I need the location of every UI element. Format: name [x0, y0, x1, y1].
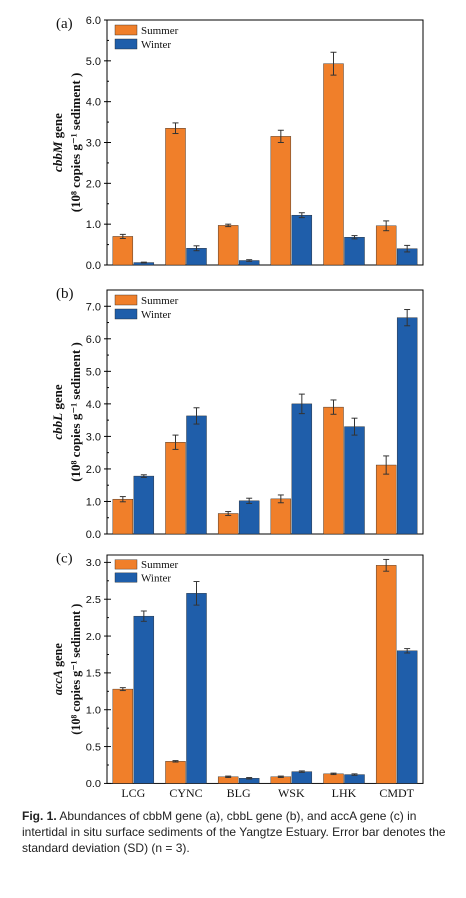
figure-svg: 0.01.02.03.04.05.06.0(a)cbbM gene (10⁸ co… [50, 15, 424, 800]
legend-label-summer: Summer [141, 25, 179, 37]
bar-winter-lcg [133, 475, 155, 535]
y-tick-label: 1.5 [86, 668, 101, 680]
y-tick-label: 0.0 [86, 778, 101, 790]
bar-summer-lcg [112, 688, 134, 784]
y-tick-label: 4.0 [86, 97, 101, 109]
chart-panel-3: 0.0 0.5 1.0 1.5 2.0 2.5 3.0 (c) accA gene (10⁸ co… [51, 551, 424, 790]
bar-summer-cync [165, 761, 186, 784]
x-tick-label-cmdt: CMDT [379, 786, 414, 800]
bar-summer-cync [165, 442, 186, 535]
x-tick-label-blg: BLG [227, 786, 251, 800]
y-tick-label: 5.0 [86, 56, 101, 68]
y-axis-label-gene: accA gene [51, 643, 65, 695]
y-tick-label: 3.0 [86, 557, 101, 569]
y-tick-label: 5.0 [86, 366, 101, 378]
y-tick-label: 2.0 [86, 631, 101, 643]
y-tick-label: 2.0 [86, 178, 101, 190]
legend-label-winter: Winter [141, 573, 172, 585]
bar-winter-lhk [344, 426, 365, 535]
x-tick-label-cync: CYNC [169, 786, 202, 800]
bar-summer-lcg [112, 498, 134, 535]
legend-swatch-summer [114, 559, 138, 570]
legend-label-winter: Winter [141, 309, 171, 321]
y-tick-label: 0.0 [86, 260, 101, 272]
x-tick-label-lcg: LCG [121, 786, 145, 800]
bar-summer-blg [217, 513, 239, 535]
plot-frame [106, 554, 424, 784]
legend-swatch-summer [114, 24, 138, 36]
plot-frame [106, 19, 424, 266]
legend-swatch-winter [114, 572, 138, 583]
bar-winter-blg [238, 500, 260, 535]
bar-winter-lhk [344, 774, 365, 784]
bar-winter-cync [186, 593, 207, 784]
plot-frame [106, 289, 424, 535]
panel-label: (b) [56, 286, 74, 302]
y-tick-label: 7.0 [86, 301, 101, 313]
legend-swatch-summer [114, 294, 138, 306]
bar-winter-cmdt [396, 317, 418, 535]
bar-summer-cmdt [375, 565, 397, 784]
y-axis-label-units: (10⁸ copies g⁻¹ sediment ) [68, 73, 83, 213]
y-tick-label: 6.0 [86, 334, 101, 346]
bar-winter-lcg [133, 615, 155, 784]
y-tick-label: 0.5 [86, 742, 101, 754]
y-tick-label: 2.0 [86, 464, 101, 476]
bar-summer-cmdt [375, 464, 397, 535]
y-tick-label: 3.0 [86, 138, 101, 150]
y-axis-label-units: (10⁸ copies g⁻¹ sediment ) [68, 342, 83, 482]
bar-winter-wsk [291, 771, 313, 784]
bar-summer-lhk [323, 406, 344, 535]
bar-winter-wsk [291, 214, 313, 266]
y-axis-label-gene: cbbL gene [50, 384, 65, 439]
bar-winter-cmdt [396, 650, 418, 784]
bar-summer-cmdt [375, 225, 397, 266]
x-tick-label-lhk: LHK [332, 786, 357, 800]
y-axis-label-units: (10⁸ copies g⁻¹ sediment ) [69, 604, 83, 735]
panel-label: (a) [56, 16, 73, 32]
figure-caption: Fig. 1. Abundances of cbbM gene (a), cbb… [22, 808, 452, 856]
bar-winter-lhk [344, 237, 365, 266]
legend-label-winter: Winter [141, 39, 171, 51]
bar-summer-cync [165, 128, 186, 266]
legend-swatch-winter [114, 308, 138, 320]
bar-winter-wsk [291, 403, 313, 535]
bar-winter-cync [186, 415, 207, 535]
legend-label-summer: Summer [141, 295, 179, 307]
y-tick-label: 1.0 [86, 705, 101, 717]
legend-label-summer: Summer [141, 559, 179, 571]
y-tick-label: 6.0 [86, 15, 101, 27]
chart-panel-1: 0.0 1.0 2.0 3.0 4.0 5.0 6.0 (a) cbbM gene (10⁸ co… [50, 15, 424, 272]
panel-label: (c) [56, 551, 73, 566]
bar-summer-lhk [323, 63, 344, 266]
y-tick-label: 4.0 [86, 399, 101, 411]
x-tick-label-wsk: WSK [278, 786, 305, 800]
bar-summer-blg [217, 225, 239, 266]
y-tick-label: 1.0 [86, 219, 101, 231]
bar-summer-lhk [323, 773, 344, 784]
y-tick-label: 1.0 [86, 496, 101, 508]
chart-panel-2: 0.0 1.0 2.0 3.0 4.0 5.0 6.0 7.0 (b) cbbL gene (10⁸… [50, 286, 424, 541]
bar-summer-wsk [270, 498, 292, 535]
y-tick-label: 2.5 [86, 594, 101, 606]
y-axis-label-gene: cbbM gene [50, 113, 65, 172]
bar-summer-lcg [112, 236, 134, 266]
caption-text: Abundances of cbbM gene (a), cbbL gene (… [22, 809, 446, 855]
bar-summer-wsk [270, 136, 292, 266]
legend-swatch-winter [114, 38, 138, 50]
y-tick-label: 3.0 [86, 431, 101, 443]
y-tick-label: 0.0 [86, 529, 101, 541]
caption-label: Fig. 1. [22, 809, 57, 823]
